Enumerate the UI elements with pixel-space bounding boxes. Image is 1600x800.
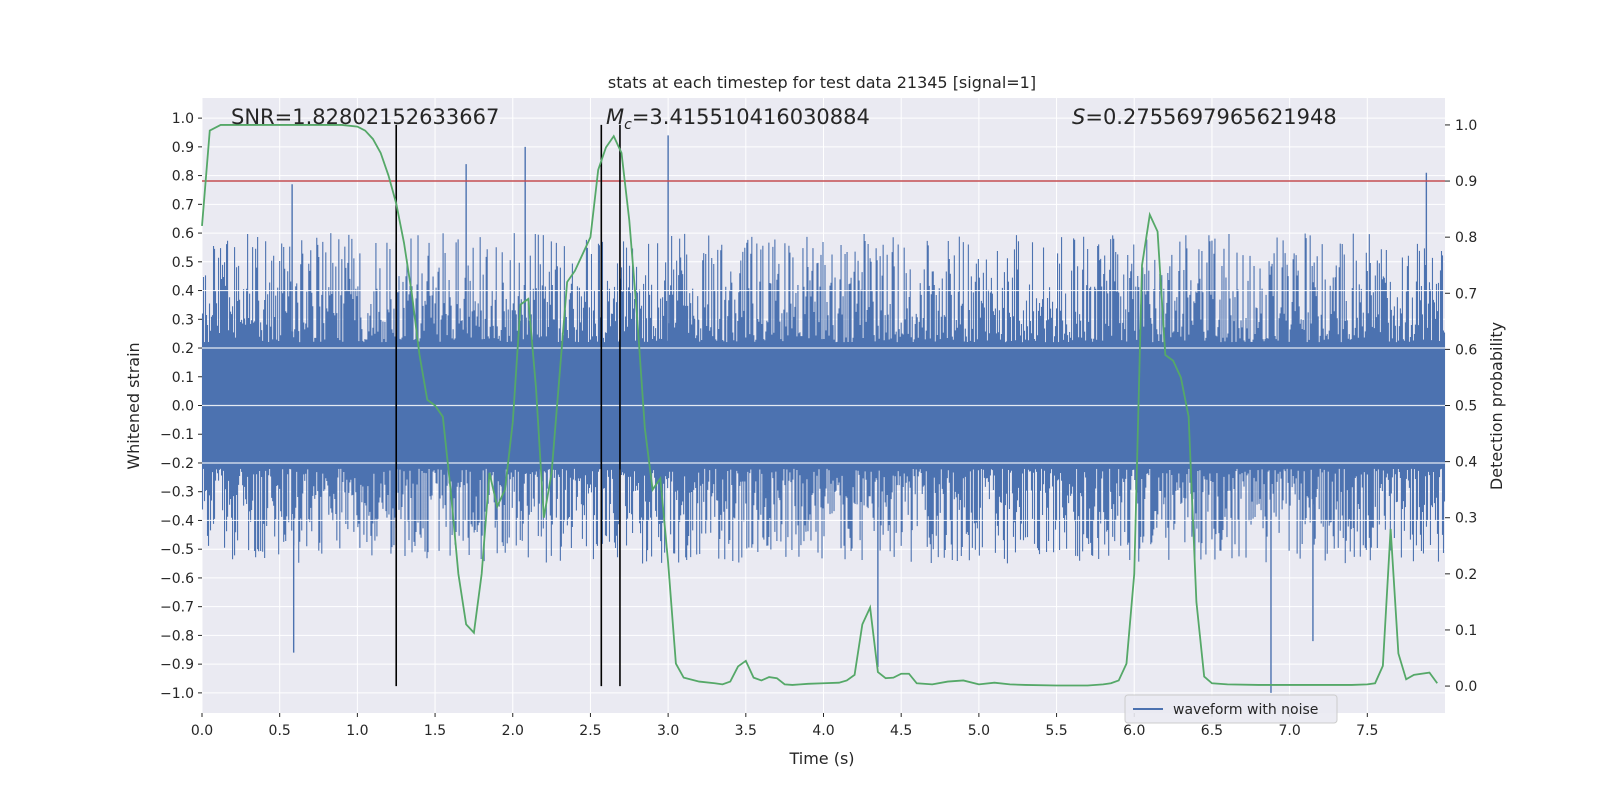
left-tick-label: −0.1 [160,427,194,443]
x-tick-label: 3.5 [735,723,757,739]
right-tick-label: 0.2 [1455,567,1477,583]
right-tick-label: 0.8 [1455,230,1477,246]
left-tick-label: 0.3 [172,312,194,328]
left-tick-label: 0.5 [172,255,194,271]
left-tick-label: 0.8 [172,169,194,185]
left-tick-label: −0.2 [160,456,194,472]
chart-title: stats at each timestep for test data 213… [608,73,1036,92]
left-tick-label: −0.7 [160,600,194,616]
left-tick-label: 0.6 [172,226,194,242]
chirp-mass-annotation: Mc=3.415510416030884 [606,105,870,133]
chirp-mass-value: =3.415510416030884 [632,105,870,129]
right-axis-label: Detection probability [1487,322,1506,490]
waveform-spikes [291,135,1428,693]
chirp-mass-symbol: M [606,105,624,129]
left-tick-label: −0.4 [160,513,194,529]
x-tick-label: 0.0 [191,723,213,739]
left-tick-label: −1.0 [160,686,194,702]
left-tick-label: 1.0 [172,111,194,127]
x-axis-label: Time (s) [788,749,854,768]
x-tick-label: 4.0 [812,723,834,739]
x-tick-label: 7.5 [1356,723,1378,739]
x-tick-label: 1.0 [346,723,368,739]
left-axis-ticks: 1.0 0.9 0.8 0.7 0.6 0.5 0.4 0.3 0.2 0.1 0.0 −0.1 −0.… [160,111,202,702]
right-tick-label: 0.7 [1455,286,1477,302]
left-tick-label: 0.0 [172,399,194,415]
s-annotation: S=0.2755697965621948 [1072,105,1337,129]
left-tick-label: 0.7 [172,197,194,213]
snr-annotation: SNR=1.82802152633667 [231,105,499,129]
grid-overlay [202,289,1445,522]
left-axis-label: Whitened strain [124,342,143,469]
right-tick-label: 0.5 [1455,399,1477,415]
right-tick-label: 0.6 [1455,342,1477,358]
right-tick-label: 1.0 [1455,118,1477,134]
left-tick-label: 0.4 [172,284,194,300]
left-tick-label: −0.9 [160,657,194,673]
x-tick-label: 1.5 [424,723,446,739]
s-value: =0.2755697965621948 [1085,105,1336,129]
right-tick-label: 0.3 [1455,511,1477,527]
x-tick-label: 5.5 [1045,723,1067,739]
waveform-trace [201,233,1446,564]
x-tick-label: 6.0 [1123,723,1145,739]
left-tick-label: −0.6 [160,571,194,587]
left-tick-label: −0.8 [160,628,194,644]
right-tick-label: 0.1 [1455,623,1477,639]
left-tick-label: 0.1 [172,370,194,386]
right-tick-label: 0.4 [1455,455,1477,471]
legend: waveform with noise [1124,694,1338,724]
x-tick-label: 5.0 [968,723,990,739]
x-tick-label: 7.0 [1278,723,1300,739]
s-symbol: S [1072,105,1085,129]
left-tick-label: 0.2 [172,341,194,357]
x-tick-label: 0.5 [269,723,291,739]
left-tick-label: −0.5 [160,542,194,558]
right-tick-label: 0.9 [1455,174,1477,190]
left-tick-label: −0.3 [160,485,194,501]
vertical-markers [395,124,621,687]
x-tick-label: 6.5 [1201,723,1223,739]
x-tick-label: 4.5 [890,723,912,739]
x-tick-label: 2.0 [502,723,524,739]
right-tick-label: 0.0 [1455,679,1477,695]
legend-label: waveform with noise [1173,702,1318,718]
probability-line [201,124,1438,687]
x-axis-ticks: 0.0 0.5 1.0 1.5 2.0 2.5 3.0 3.5 4.0 4.5 5.0 5.5 6.0 6… [191,713,1378,739]
right-axis-ticks: 1.0 0.9 0.8 0.7 0.6 0.5 0.4 0.3 0.2 0.1 0.0 [1445,118,1477,695]
x-tick-label: 2.5 [579,723,601,739]
left-tick-label: 0.9 [172,140,194,156]
x-tick-label: 3.0 [657,723,679,739]
chirp-mass-subscript: c [624,117,632,133]
legend-box [1124,694,1338,724]
